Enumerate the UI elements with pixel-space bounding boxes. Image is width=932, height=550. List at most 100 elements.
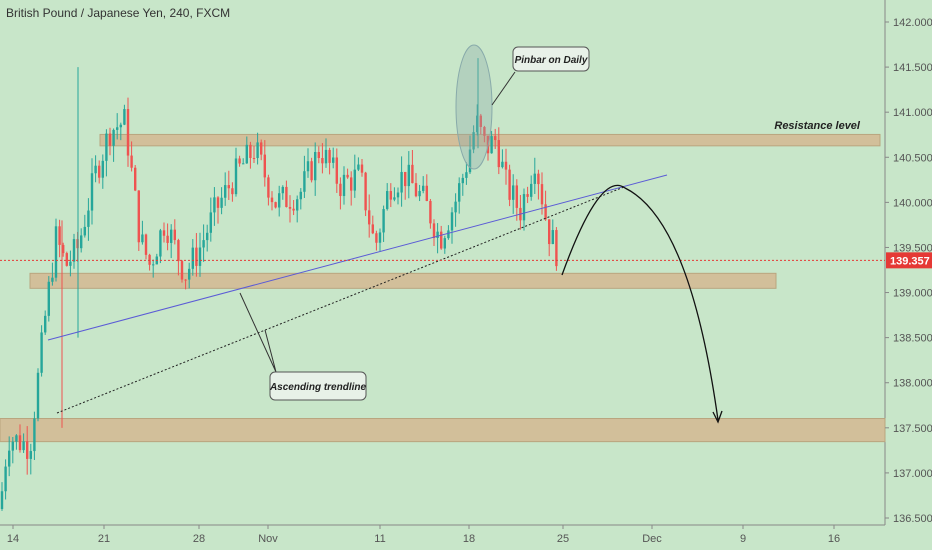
candle-body xyxy=(242,163,245,165)
candle-body xyxy=(123,109,126,125)
candle-body xyxy=(479,115,482,127)
candle-body xyxy=(422,185,425,191)
candle-body xyxy=(191,247,194,269)
candle-body xyxy=(378,232,382,243)
candle-body xyxy=(173,229,176,241)
pinbar-callout-text: Pinbar on Daily xyxy=(515,55,588,66)
trendline-callout-text: Ascending trendline xyxy=(269,382,367,393)
candle-body xyxy=(249,144,252,158)
candle-body xyxy=(36,372,40,419)
candle-body xyxy=(206,232,209,241)
candle-body xyxy=(80,235,83,249)
x-tick-label: Nov xyxy=(258,533,278,545)
candle-body xyxy=(159,230,162,257)
pinbar-callout-line xyxy=(491,71,516,106)
x-tick-label: 9 xyxy=(740,533,746,545)
candle-body xyxy=(87,210,90,227)
candle-body xyxy=(548,219,551,245)
candle-body xyxy=(522,194,526,221)
candle-body xyxy=(418,190,421,197)
candle-body xyxy=(238,158,241,164)
candle-body xyxy=(47,281,50,316)
y-tick-label: 137.500 xyxy=(893,423,932,435)
candle-body xyxy=(299,191,302,200)
candle-body xyxy=(360,164,364,173)
y-tick-label: 138.000 xyxy=(893,378,932,390)
candle-body xyxy=(170,229,173,243)
blue-trendline xyxy=(47,174,668,341)
candle-body xyxy=(375,233,378,243)
candle-body xyxy=(350,177,353,191)
candle-body xyxy=(544,204,547,220)
candle-body xyxy=(490,136,493,154)
candle-body xyxy=(461,177,464,184)
candle-body xyxy=(468,149,472,173)
candle-body xyxy=(508,169,511,200)
candle-body xyxy=(551,230,554,245)
x-tick-label: 16 xyxy=(828,533,840,545)
pinbar-highlight xyxy=(455,44,493,170)
candle-body xyxy=(458,183,461,202)
candle-body xyxy=(58,226,61,245)
candle-body xyxy=(504,161,508,170)
candle-body xyxy=(231,188,234,195)
candle-body xyxy=(101,160,104,178)
candle-body xyxy=(537,173,540,185)
candle-body xyxy=(436,231,439,238)
candle-body xyxy=(281,186,284,194)
y-tick-label: 138.500 xyxy=(893,333,932,345)
candle-body xyxy=(98,165,101,178)
candle-body xyxy=(440,231,443,249)
candle-body xyxy=(267,177,270,198)
candle-body xyxy=(33,418,36,452)
candle-body xyxy=(144,234,148,255)
candle-body xyxy=(69,261,72,266)
candle-body xyxy=(306,161,310,172)
candle-body xyxy=(389,191,392,200)
candle-body xyxy=(227,185,230,189)
candle-body xyxy=(177,240,180,262)
y-tick-label: 142.000 xyxy=(893,17,932,29)
pinbar-callout-box xyxy=(512,46,590,72)
candle-body xyxy=(515,185,518,208)
candle-body xyxy=(317,152,320,159)
candle-body xyxy=(44,315,47,333)
candle-body xyxy=(256,142,259,159)
candle-body xyxy=(332,157,335,163)
candle-body xyxy=(296,199,299,211)
candle-body xyxy=(224,185,227,198)
candle-body xyxy=(364,172,367,211)
candle-body xyxy=(51,277,54,282)
candle-body xyxy=(292,208,295,211)
candle-body xyxy=(274,202,277,208)
candle-body xyxy=(357,164,360,170)
resistance-label: Resistance level xyxy=(774,120,861,132)
candle-body xyxy=(540,184,544,205)
candle-body xyxy=(321,158,324,164)
candle-body xyxy=(314,152,317,181)
candle-body xyxy=(26,441,29,459)
candle-body xyxy=(72,239,76,262)
candle-body xyxy=(54,226,58,278)
candle-body xyxy=(152,264,155,266)
candle-body xyxy=(432,223,436,238)
candle-body xyxy=(411,164,414,184)
candle-body xyxy=(404,171,407,187)
candle-body xyxy=(533,173,536,184)
candle-body xyxy=(270,197,274,203)
x-tick-label: 28 xyxy=(193,533,205,545)
candle-body xyxy=(483,126,486,136)
candle-body xyxy=(234,158,238,195)
candle-body xyxy=(148,254,151,265)
y-tick-label: 140.000 xyxy=(893,197,932,209)
candle-body xyxy=(112,129,115,146)
dotted-trendline xyxy=(56,186,625,414)
candle-body xyxy=(465,172,468,178)
price-axis-bg xyxy=(885,0,932,550)
candle-body xyxy=(141,234,144,243)
current-price-label: 139.357 xyxy=(890,255,930,267)
candle-body xyxy=(400,171,403,193)
candle-body xyxy=(407,164,410,187)
